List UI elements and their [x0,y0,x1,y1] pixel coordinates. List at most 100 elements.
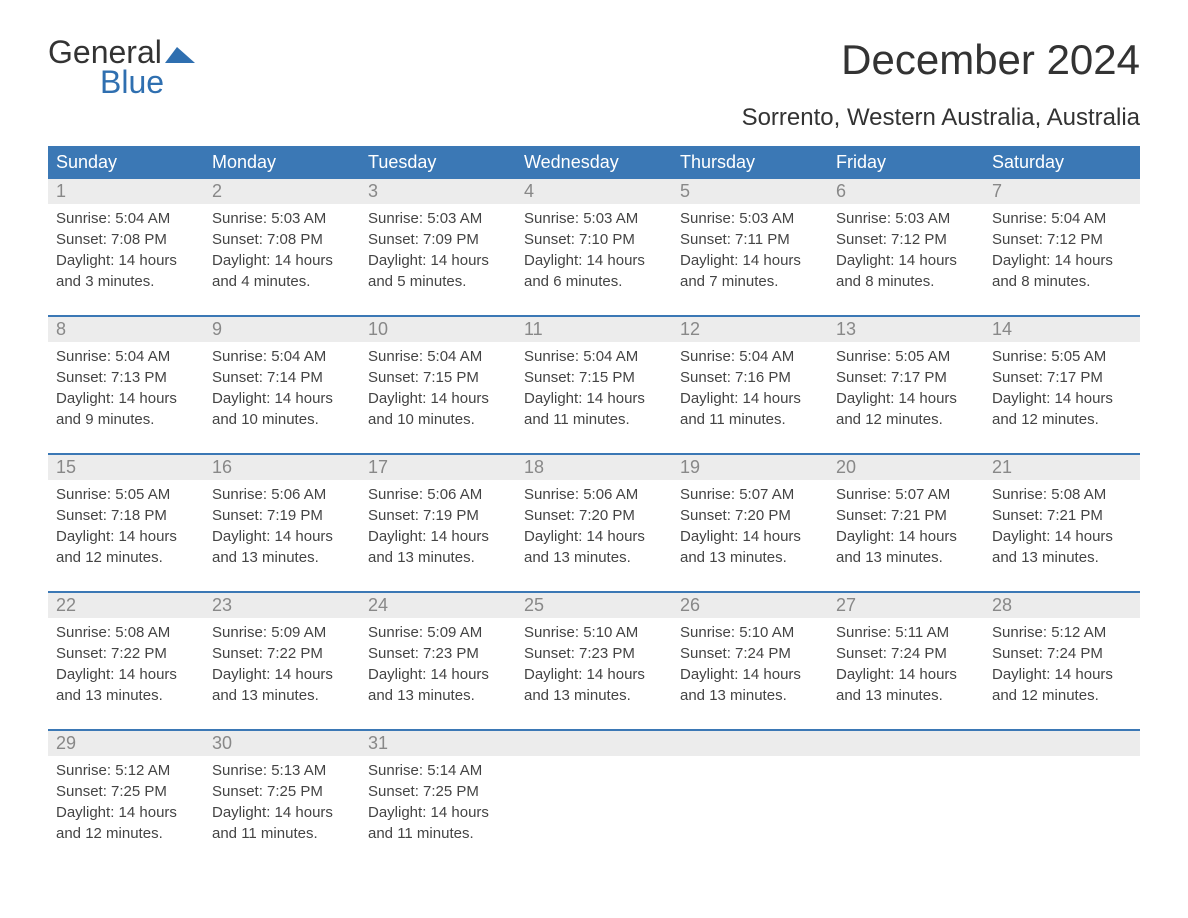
d2-text: and 9 minutes. [56,409,196,430]
day-body: Sunrise: 5:07 AMSunset: 7:20 PMDaylight:… [672,480,828,584]
d1-text: Daylight: 14 hours [56,664,196,685]
sunrise-text: Sunrise: 5:11 AM [836,622,976,643]
d2-text: and 12 minutes. [836,409,976,430]
day-number: 3 [360,179,516,204]
sunrise-text: Sunrise: 5:05 AM [992,346,1132,367]
d2-text: and 13 minutes. [680,547,820,568]
d2-text: and 13 minutes. [836,547,976,568]
calendar-cell: 10Sunrise: 5:04 AMSunset: 7:15 PMDayligh… [360,317,516,453]
d1-text: Daylight: 14 hours [992,388,1132,409]
d2-text: and 13 minutes. [212,685,352,706]
day-number: 25 [516,593,672,618]
day-body: Sunrise: 5:04 AMSunset: 7:08 PMDaylight:… [48,204,204,308]
day-number: 7 [984,179,1140,204]
d2-text: and 13 minutes. [992,547,1132,568]
sunset-text: Sunset: 7:25 PM [368,781,508,802]
day-number: 24 [360,593,516,618]
day-number: 28 [984,593,1140,618]
sunrise-text: Sunrise: 5:04 AM [212,346,352,367]
sunrise-text: Sunrise: 5:07 AM [680,484,820,505]
sunset-text: Sunset: 7:16 PM [680,367,820,388]
sunset-text: Sunset: 7:23 PM [368,643,508,664]
day-body: Sunrise: 5:11 AMSunset: 7:24 PMDaylight:… [828,618,984,722]
day-number [828,731,984,756]
calendar-cell: 25Sunrise: 5:10 AMSunset: 7:23 PMDayligh… [516,593,672,729]
day-number: 22 [48,593,204,618]
sunrise-text: Sunrise: 5:07 AM [836,484,976,505]
sunrise-text: Sunrise: 5:12 AM [992,622,1132,643]
d2-text: and 3 minutes. [56,271,196,292]
sunset-text: Sunset: 7:10 PM [524,229,664,250]
day-number: 1 [48,179,204,204]
d1-text: Daylight: 14 hours [56,250,196,271]
day-body: Sunrise: 5:12 AMSunset: 7:24 PMDaylight:… [984,618,1140,722]
day-body: Sunrise: 5:03 AMSunset: 7:12 PMDaylight:… [828,204,984,308]
sunset-text: Sunset: 7:09 PM [368,229,508,250]
d1-text: Daylight: 14 hours [368,250,508,271]
calendar-cell [828,731,984,867]
sunrise-text: Sunrise: 5:04 AM [680,346,820,367]
day-number: 21 [984,455,1140,480]
day-number: 27 [828,593,984,618]
calendar-cell: 24Sunrise: 5:09 AMSunset: 7:23 PMDayligh… [360,593,516,729]
d1-text: Daylight: 14 hours [56,802,196,823]
day-body: Sunrise: 5:04 AMSunset: 7:12 PMDaylight:… [984,204,1140,308]
sunset-text: Sunset: 7:19 PM [368,505,508,526]
sunrise-text: Sunrise: 5:04 AM [992,208,1132,229]
d1-text: Daylight: 14 hours [680,526,820,547]
d1-text: Daylight: 14 hours [992,664,1132,685]
d2-text: and 11 minutes. [212,823,352,844]
calendar-cell: 18Sunrise: 5:06 AMSunset: 7:20 PMDayligh… [516,455,672,591]
day-number: 19 [672,455,828,480]
d1-text: Daylight: 14 hours [368,664,508,685]
day-number: 18 [516,455,672,480]
sunset-text: Sunset: 7:11 PM [680,229,820,250]
dayname-row: Sunday Monday Tuesday Wednesday Thursday… [48,146,1140,179]
logo-word2: Blue [100,66,195,98]
d2-text: and 13 minutes. [56,685,196,706]
dayname: Friday [828,146,984,179]
d1-text: Daylight: 14 hours [836,388,976,409]
d1-text: Daylight: 14 hours [680,664,820,685]
sunset-text: Sunset: 7:21 PM [836,505,976,526]
day-body: Sunrise: 5:06 AMSunset: 7:19 PMDaylight:… [204,480,360,584]
calendar: Sunday Monday Tuesday Wednesday Thursday… [48,146,1140,867]
calendar-cell: 7Sunrise: 5:04 AMSunset: 7:12 PMDaylight… [984,179,1140,315]
day-body: Sunrise: 5:04 AMSunset: 7:15 PMDaylight:… [360,342,516,446]
d1-text: Daylight: 14 hours [212,526,352,547]
logo: General Blue [48,36,195,98]
day-body: Sunrise: 5:12 AMSunset: 7:25 PMDaylight:… [48,756,204,860]
d1-text: Daylight: 14 hours [992,250,1132,271]
d2-text: and 13 minutes. [524,547,664,568]
day-body: Sunrise: 5:05 AMSunset: 7:17 PMDaylight:… [984,342,1140,446]
sunset-text: Sunset: 7:25 PM [56,781,196,802]
calendar-week: 29Sunrise: 5:12 AMSunset: 7:25 PMDayligh… [48,729,1140,867]
calendar-week: 15Sunrise: 5:05 AMSunset: 7:18 PMDayligh… [48,453,1140,591]
calendar-cell [672,731,828,867]
d2-text: and 11 minutes. [368,823,508,844]
d2-text: and 12 minutes. [992,409,1132,430]
dayname: Saturday [984,146,1140,179]
calendar-cell: 16Sunrise: 5:06 AMSunset: 7:19 PMDayligh… [204,455,360,591]
sunset-text: Sunset: 7:20 PM [680,505,820,526]
day-body: Sunrise: 5:08 AMSunset: 7:22 PMDaylight:… [48,618,204,722]
d1-text: Daylight: 14 hours [56,388,196,409]
calendar-cell: 30Sunrise: 5:13 AMSunset: 7:25 PMDayligh… [204,731,360,867]
day-body [828,756,984,776]
day-number: 10 [360,317,516,342]
sunset-text: Sunset: 7:24 PM [680,643,820,664]
d2-text: and 13 minutes. [368,547,508,568]
day-body [516,756,672,776]
d2-text: and 4 minutes. [212,271,352,292]
sunset-text: Sunset: 7:22 PM [56,643,196,664]
calendar-cell: 28Sunrise: 5:12 AMSunset: 7:24 PMDayligh… [984,593,1140,729]
sunrise-text: Sunrise: 5:10 AM [524,622,664,643]
dayname: Wednesday [516,146,672,179]
d2-text: and 8 minutes. [836,271,976,292]
calendar-cell: 6Sunrise: 5:03 AMSunset: 7:12 PMDaylight… [828,179,984,315]
day-number: 16 [204,455,360,480]
flag-icon [165,36,195,68]
sunrise-text: Sunrise: 5:03 AM [524,208,664,229]
day-body: Sunrise: 5:05 AMSunset: 7:18 PMDaylight:… [48,480,204,584]
d1-text: Daylight: 14 hours [836,664,976,685]
